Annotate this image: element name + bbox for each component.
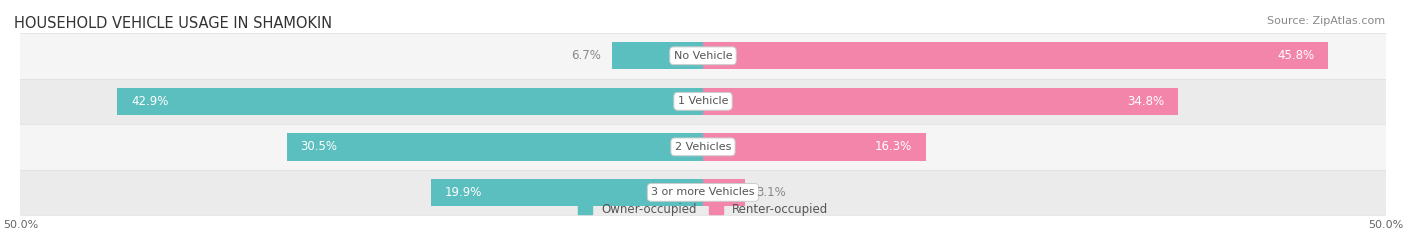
Bar bbox=[287, 133, 703, 161]
Text: 19.9%: 19.9% bbox=[444, 186, 482, 199]
Text: 1 Vehicle: 1 Vehicle bbox=[678, 96, 728, 106]
Bar bbox=[432, 179, 703, 206]
Text: 34.8%: 34.8% bbox=[1128, 95, 1164, 108]
Text: 16.3%: 16.3% bbox=[875, 140, 912, 153]
Legend: Owner-occupied, Renter-occupied: Owner-occupied, Renter-occupied bbox=[572, 199, 834, 221]
Bar bbox=[21, 33, 1385, 79]
Bar bbox=[703, 133, 925, 161]
Text: 2 Vehicles: 2 Vehicles bbox=[675, 142, 731, 152]
Text: 42.9%: 42.9% bbox=[131, 95, 169, 108]
Bar bbox=[21, 124, 1385, 170]
Text: Source: ZipAtlas.com: Source: ZipAtlas.com bbox=[1267, 16, 1385, 26]
Text: HOUSEHOLD VEHICLE USAGE IN SHAMOKIN: HOUSEHOLD VEHICLE USAGE IN SHAMOKIN bbox=[14, 16, 332, 31]
Text: 3.1%: 3.1% bbox=[756, 186, 786, 199]
Text: 45.8%: 45.8% bbox=[1278, 49, 1315, 62]
Bar bbox=[21, 170, 1385, 215]
Text: 6.7%: 6.7% bbox=[571, 49, 600, 62]
Bar bbox=[21, 79, 1385, 124]
Text: 3 or more Vehicles: 3 or more Vehicles bbox=[651, 187, 755, 197]
Bar bbox=[703, 179, 745, 206]
Bar bbox=[703, 42, 1329, 69]
Bar bbox=[117, 88, 703, 115]
Bar bbox=[612, 42, 703, 69]
Bar bbox=[703, 88, 1178, 115]
Text: 30.5%: 30.5% bbox=[301, 140, 337, 153]
Text: No Vehicle: No Vehicle bbox=[673, 51, 733, 61]
